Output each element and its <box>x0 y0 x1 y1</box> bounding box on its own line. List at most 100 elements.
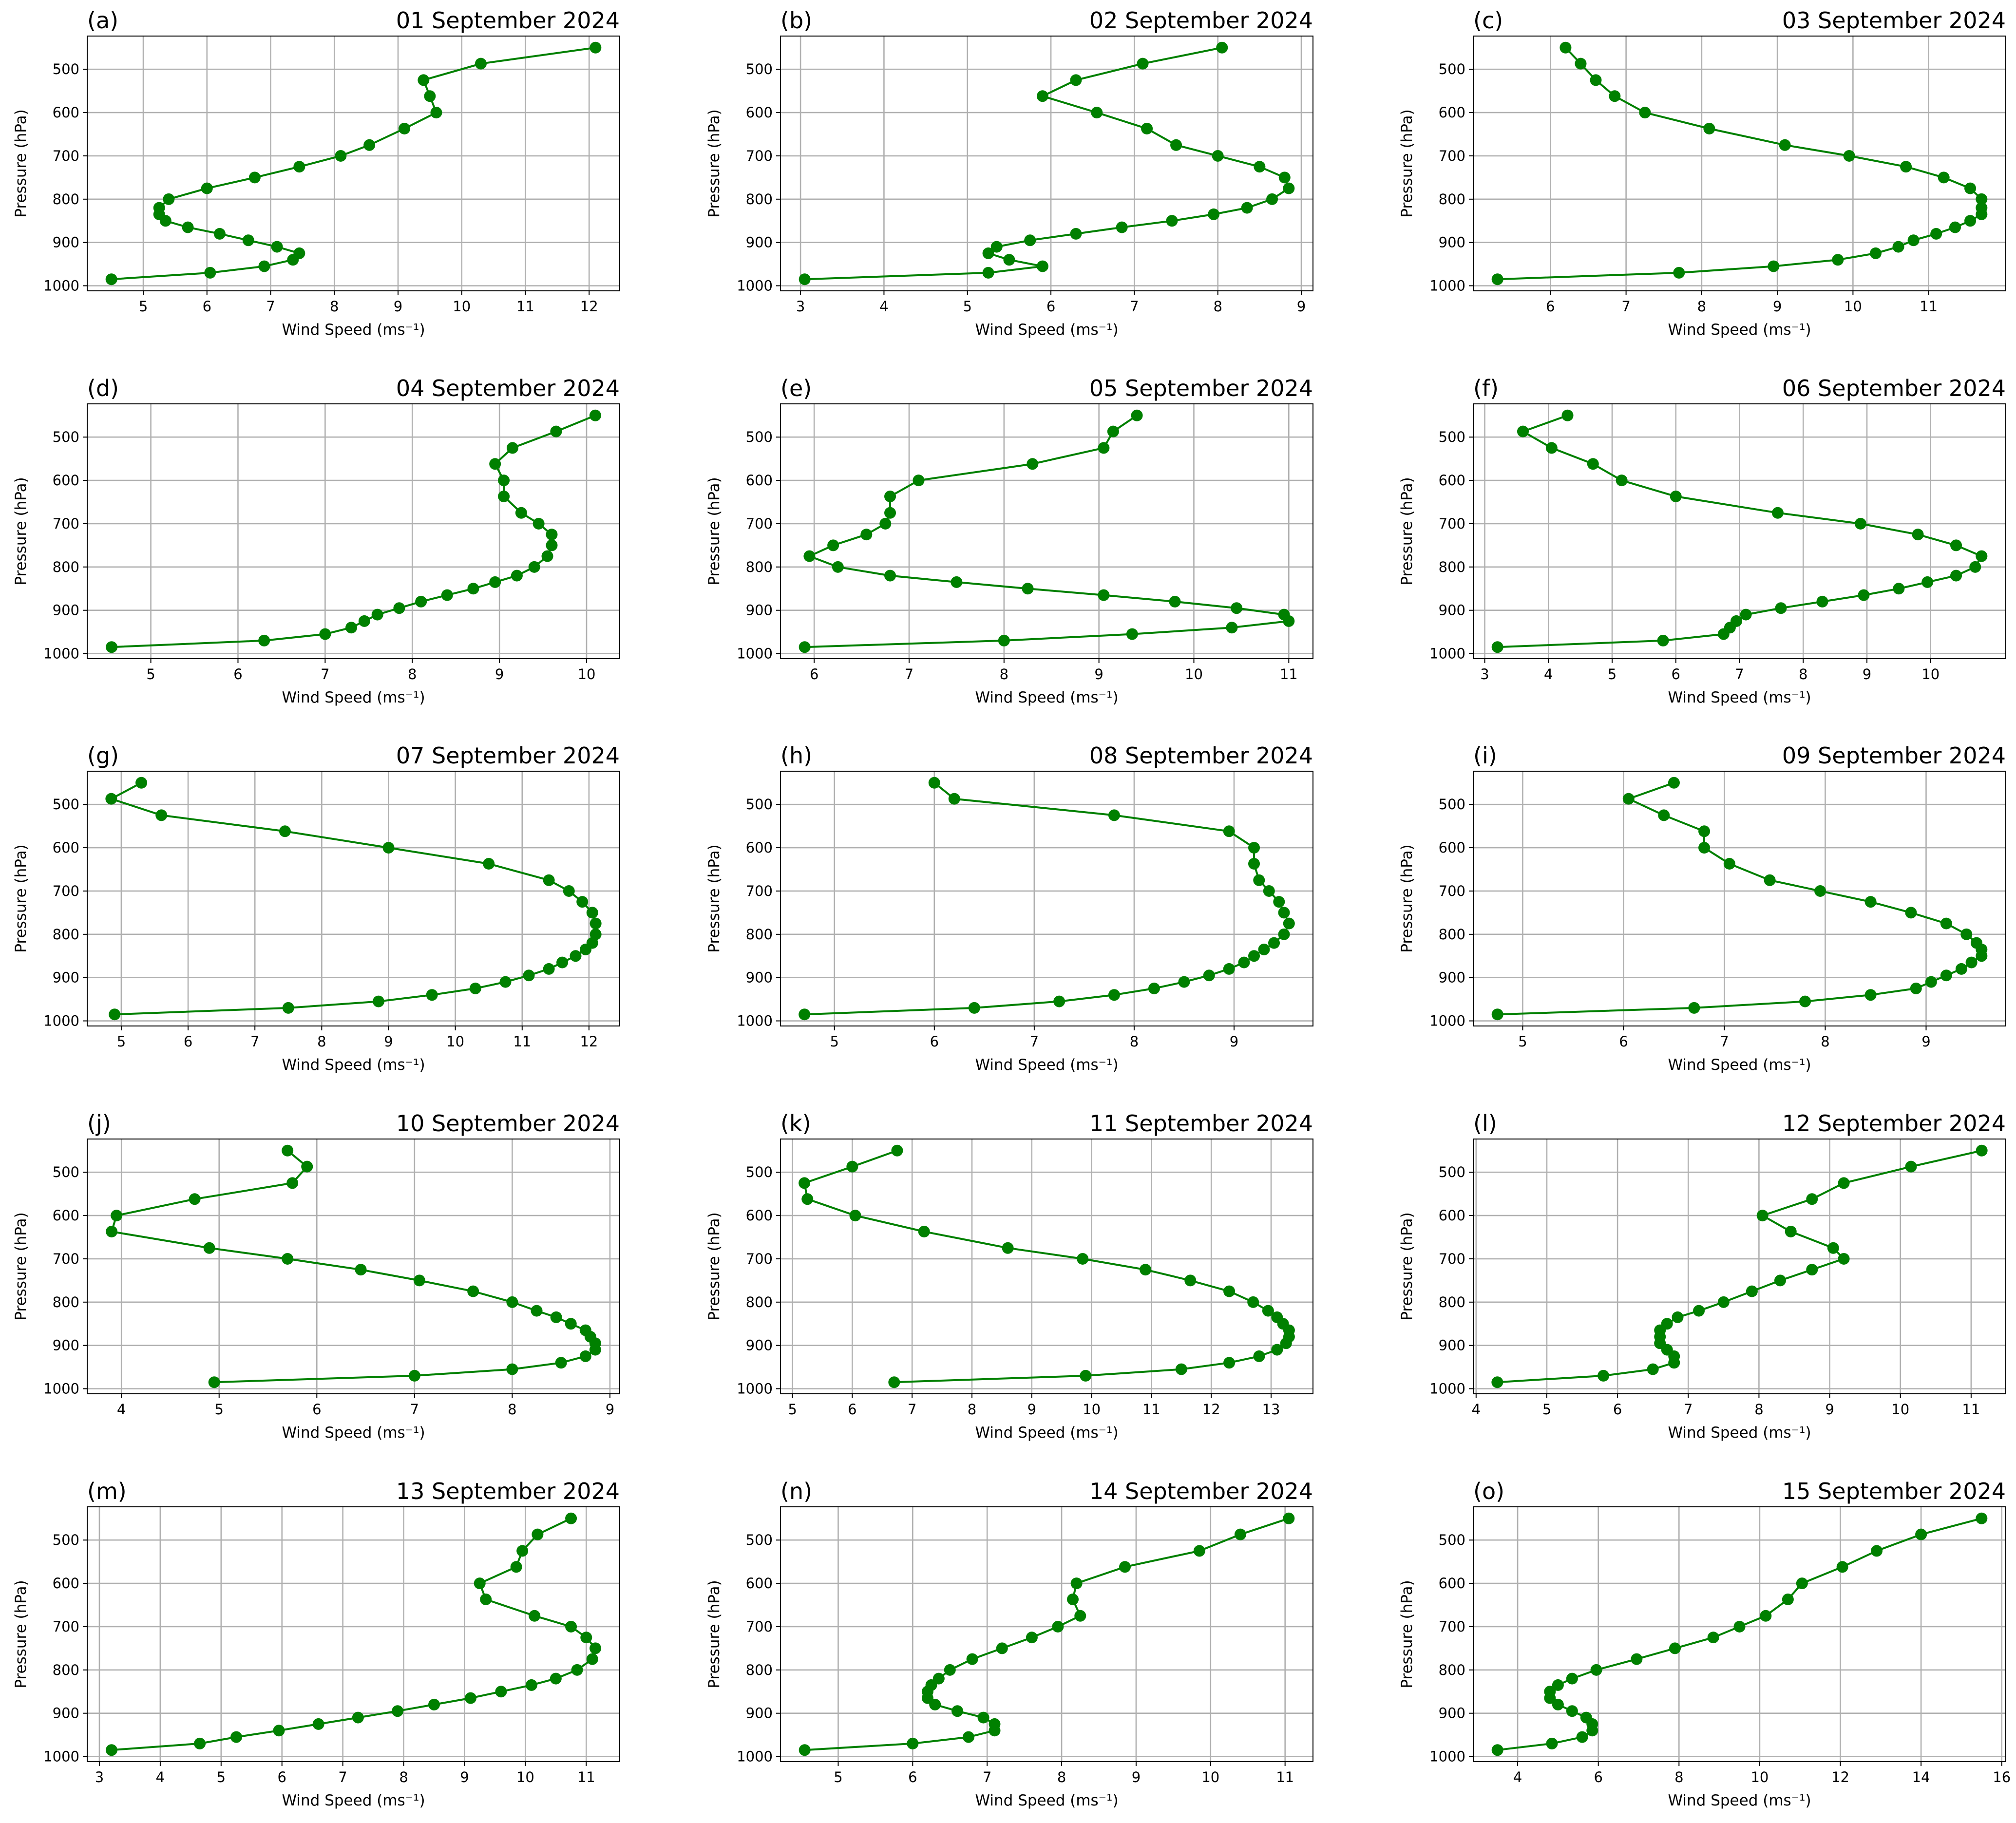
x-tick-label: 8 <box>330 298 339 315</box>
profile-point <box>1672 1311 1684 1323</box>
profile-point <box>565 1318 577 1330</box>
profile-point <box>1169 595 1181 608</box>
profile-point <box>1126 628 1138 640</box>
y-tick-label: 800 <box>53 1662 79 1678</box>
axes-frame <box>87 1139 620 1394</box>
y-tick-label: 800 <box>746 191 773 208</box>
profile-point <box>977 1711 989 1724</box>
x-tick-label: 12 <box>580 298 598 315</box>
profile-point <box>105 793 117 805</box>
profile-point <box>589 409 601 421</box>
profile-point <box>1148 982 1160 994</box>
profile-line <box>111 1517 596 1751</box>
y-tick-label: 800 <box>1439 926 1465 943</box>
x-tick-label: 5 <box>834 1769 842 1785</box>
profile-point <box>1976 1512 1988 1524</box>
profile-point <box>467 583 479 595</box>
profile-point <box>1268 937 1280 949</box>
profile-point <box>1673 266 1685 279</box>
profile-point <box>884 490 896 502</box>
x-tick-label: 7 <box>1735 666 1744 683</box>
x-tick-label: 9 <box>1132 1769 1141 1785</box>
x-tick-label: 11 <box>1280 666 1298 683</box>
profile-point <box>860 529 873 541</box>
profile-point <box>1027 458 1039 470</box>
axes-frame <box>780 1506 1313 1762</box>
x-tick-label: 8 <box>1821 1033 1829 1050</box>
x-axis-label: Wind Speed (ms⁻¹) <box>975 321 1118 339</box>
profile-point <box>286 1177 299 1189</box>
profile-point <box>1925 976 1937 988</box>
profile-point <box>1254 161 1266 173</box>
x-tick-label: 6 <box>1613 1401 1622 1418</box>
profile-point <box>1796 1577 1808 1590</box>
x-tick-label: 10 <box>1750 1769 1769 1785</box>
y-tick-label: 500 <box>1439 796 1465 813</box>
profile-point <box>1053 995 1065 1007</box>
x-tick-label: 7 <box>1621 298 1630 315</box>
x-tick-label: 8 <box>399 1769 408 1785</box>
profile-point <box>510 1561 522 1573</box>
axes-frame <box>780 36 1313 291</box>
y-tick-label: 1000 <box>737 1381 773 1397</box>
profile-point <box>1965 956 1978 968</box>
x-tick-label: 16 <box>1993 1769 2011 1785</box>
profile-line <box>804 1517 1289 1751</box>
profile-point <box>428 1698 440 1710</box>
profile-point <box>282 1002 294 1014</box>
panel-label: (h) <box>780 742 812 769</box>
y-tick-label: 800 <box>746 1294 773 1310</box>
panel-title: 03 September 2024 <box>1782 7 2006 34</box>
x-tick-label: 14 <box>1912 1769 1930 1785</box>
subplot: 3 4 5 6 7 8 9 10 500 600 700 800 900 1000 (f) 06 Septem… <box>1398 375 2006 706</box>
y-tick-label: 500 <box>53 61 79 77</box>
profile-point <box>1576 1731 1588 1743</box>
profile-point <box>1193 1545 1205 1557</box>
profile-point <box>1552 1698 1564 1710</box>
profile-point <box>1976 193 1988 205</box>
profile-point <box>301 1160 313 1173</box>
profile-point <box>1756 1210 1769 1222</box>
y-tick-label: 700 <box>1439 883 1465 899</box>
profile-point <box>469 982 481 994</box>
x-tick-label: 5 <box>1518 1033 1527 1050</box>
profile-point <box>1271 1344 1283 1356</box>
profile-point <box>944 1664 956 1676</box>
profile-point <box>1688 1002 1700 1014</box>
profile-point <box>528 561 540 573</box>
profile-point <box>1036 90 1048 102</box>
profile-line <box>804 415 1290 648</box>
profile-point <box>242 234 254 247</box>
panel-title: 14 September 2024 <box>1089 1478 1313 1504</box>
profile-point <box>1248 857 1260 870</box>
y-tick-label: 900 <box>1439 602 1465 619</box>
profile-point <box>579 1350 591 1362</box>
profile-point <box>1838 1253 1850 1265</box>
profile-point <box>586 907 598 919</box>
profile-point <box>355 1264 367 1276</box>
subplot: 4 6 8 10 12 14 16 500 600 700 800 900 1000 (o) 15 Sept… <box>1398 1478 2011 1809</box>
profile-point <box>499 976 512 988</box>
axes-frame <box>87 771 620 1026</box>
profile-line <box>110 782 597 1016</box>
profile-point <box>1836 1561 1848 1573</box>
x-axis-label: Wind Speed (ms⁻¹) <box>282 689 425 706</box>
y-tick-label: 700 <box>1439 515 1465 532</box>
profile-point <box>1175 1363 1187 1375</box>
profile-line <box>111 1150 596 1384</box>
profile-point <box>1283 917 1295 930</box>
panel-label: (e) <box>780 375 812 401</box>
profile-point <box>531 1305 543 1317</box>
profile-point <box>1976 208 1988 220</box>
subplot: 3 4 5 6 7 8 9 500 600 700 800 900 1000 (b) 02 Septembe… <box>705 7 1313 339</box>
x-tick-label: 5 <box>963 298 972 315</box>
profile-point <box>1024 234 1036 247</box>
y-tick-label: 700 <box>1439 1251 1465 1267</box>
x-tick-label: 8 <box>968 1401 976 1418</box>
x-tick-label: 7 <box>321 666 329 683</box>
y-tick-label: 900 <box>746 602 773 619</box>
y-tick-label: 700 <box>746 148 773 164</box>
axes-frame <box>780 403 1313 659</box>
profile-point <box>1609 90 1621 102</box>
profile-point <box>1131 409 1143 421</box>
